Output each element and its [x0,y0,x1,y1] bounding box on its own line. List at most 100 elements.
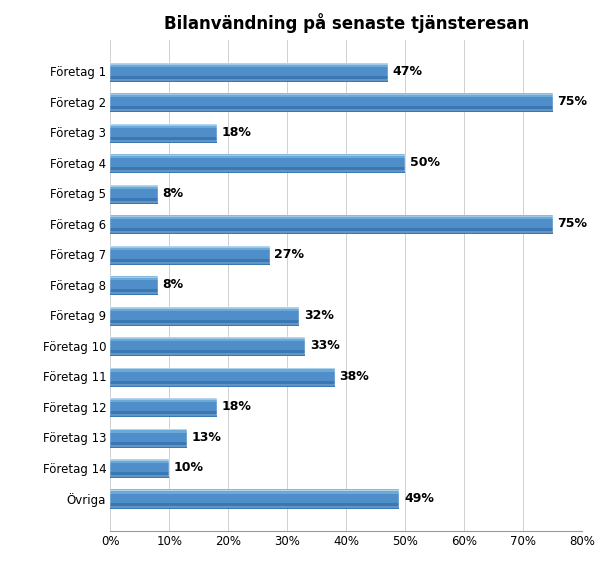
Bar [110,338,305,354]
Bar [110,259,270,265]
Bar [110,97,553,106]
Bar [110,128,216,137]
Bar [110,338,305,339]
Text: 50%: 50% [410,156,440,169]
Text: 10%: 10% [174,461,204,474]
Bar [110,459,169,476]
Text: 49%: 49% [404,492,434,505]
Title: Bilanvändning på senaste tjänsteresan: Bilanvändning på senaste tjänsteresan [164,13,529,33]
Bar [110,372,335,381]
Bar [110,307,299,324]
Bar [110,250,270,259]
Bar [110,276,158,293]
Text: 38%: 38% [339,370,369,383]
Bar [110,474,169,476]
Text: 8%: 8% [162,187,183,200]
Bar [110,353,305,354]
Bar [110,337,305,341]
Bar [110,291,158,293]
Bar [110,154,405,158]
Bar [110,63,387,67]
Bar [110,289,158,295]
Text: 33%: 33% [310,339,340,352]
Text: 8%: 8% [162,278,183,291]
Bar [110,63,387,80]
Bar [110,368,335,372]
Text: 75%: 75% [558,95,588,108]
Bar [110,93,553,110]
Bar [110,246,270,263]
Bar [110,411,216,417]
Bar [110,67,387,76]
Bar [110,185,158,186]
Bar [110,216,553,217]
Bar [110,230,553,232]
Bar [110,200,158,202]
Bar [110,93,553,95]
Bar [110,429,187,433]
Bar [110,320,299,325]
Bar [110,93,553,98]
Bar [110,472,169,478]
Bar [110,276,158,280]
Text: 27%: 27% [275,248,305,261]
Bar [110,276,158,278]
Bar [110,228,553,234]
Bar [110,493,400,503]
Bar [110,246,270,250]
Bar [110,490,400,507]
Bar [110,155,405,156]
Bar [110,124,216,141]
Text: 18%: 18% [221,126,251,139]
Bar [110,155,405,171]
Bar [110,368,335,385]
Bar [110,489,400,494]
Bar [110,139,216,141]
Bar [110,398,216,402]
Bar [110,158,405,167]
Bar [110,459,169,461]
Bar [110,433,187,442]
Bar [110,429,187,430]
Bar [110,261,270,263]
Bar [110,505,400,507]
Text: 75%: 75% [558,218,588,230]
Bar [110,185,158,189]
Bar [110,429,187,445]
Bar [110,463,169,472]
Bar [110,322,299,324]
Bar [110,189,158,198]
Text: 18%: 18% [221,400,251,413]
Bar [110,63,387,65]
Bar [110,185,158,202]
Bar [110,399,216,400]
Bar [110,108,553,110]
Bar [110,398,216,415]
Bar [110,306,299,311]
Bar [110,307,299,309]
Bar [110,78,387,80]
Text: 47%: 47% [392,65,422,78]
Bar [110,310,299,320]
Bar [110,198,158,204]
Bar [110,383,335,385]
Bar [110,169,405,171]
Text: 32%: 32% [304,309,333,322]
Bar [110,215,553,232]
Bar [110,280,158,289]
Text: 13%: 13% [192,430,222,444]
Bar [110,503,400,508]
Bar [110,106,553,112]
Bar [110,490,400,492]
Bar [110,219,553,228]
Bar [110,350,305,356]
Bar [110,123,216,128]
Bar [110,444,187,445]
Bar [110,76,387,82]
Bar [110,442,187,448]
Bar [110,402,216,411]
Bar [110,246,270,248]
Bar [110,137,216,143]
Bar [110,381,335,387]
Bar [110,368,335,369]
